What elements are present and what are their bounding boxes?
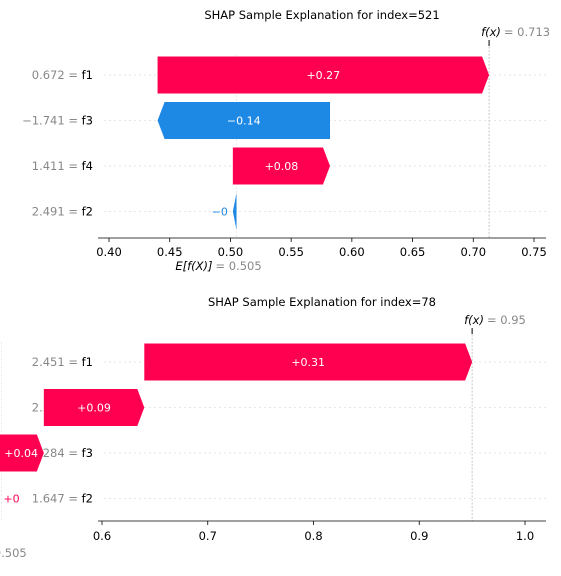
bar-value-label: +0.27 (306, 69, 340, 82)
feature-label: −1.741 = f3 (22, 114, 93, 128)
bar-value-label: +0.04 (4, 447, 38, 460)
x-tick-label: 0.6 (93, 529, 111, 543)
feature-label: 1.647 = f2 (32, 492, 93, 506)
output-value-label: f(x) = 0.95 (464, 313, 526, 327)
output-value-label: f(x) = 0.713 (481, 25, 550, 39)
positive-bar (144, 343, 473, 381)
bar-value-label: +0.09 (77, 402, 111, 415)
x-tick-label: 1.0 (516, 529, 534, 543)
feature-label: 2.451 = f1 (32, 355, 93, 369)
x-tick-label: 0.7 (199, 529, 217, 543)
chart-title: SHAP Sample Explanation for index=521 (204, 8, 439, 22)
bar-value-label: −0.14 (227, 115, 261, 128)
base-value-label: E[f(X)]= 0.505 (0, 546, 27, 560)
x-tick-label: 0.60 (339, 245, 365, 259)
positive-bar (0, 434, 44, 472)
feature-label: 0.672 = f1 (32, 68, 93, 82)
feature-label: 1.411 = f4 (32, 159, 93, 173)
x-tick-label: 0.40 (96, 245, 122, 259)
negative-bar (232, 193, 237, 230)
x-tick-label: 0.75 (521, 245, 547, 259)
x-tick-label: 0.70 (460, 245, 486, 259)
bar-value-label: +0 (3, 493, 19, 506)
chart-title: SHAP Sample Explanation for index=78 (208, 295, 436, 309)
bar-value-label: −0 (212, 206, 228, 219)
bar-value-label: +0.31 (291, 356, 325, 369)
x-tick-label: 0.55 (278, 245, 304, 259)
x-tick-label: 0.50 (218, 245, 244, 259)
chart-panel-2: SHAP Sample Explanation for index=78 f(x)… (0, 295, 546, 560)
x-tick-label: 0.8 (304, 529, 322, 543)
base-value-label: E[f(X)]= 0.505 (175, 259, 261, 273)
x-tick-label: 0.9 (410, 529, 428, 543)
positive-bar (157, 56, 490, 94)
chart-panel-1: SHAP Sample Explanation for index=521 f(x… (22, 8, 550, 273)
feature-label: 2.491 = f2 (32, 205, 93, 219)
negative-bar (157, 102, 330, 139)
x-tick-label: 0.65 (400, 245, 426, 259)
positive-bar (232, 147, 330, 185)
bar-value-label: +0.08 (265, 160, 299, 173)
positive-bar (43, 389, 145, 426)
x-tick-label: 0.45 (157, 245, 183, 259)
